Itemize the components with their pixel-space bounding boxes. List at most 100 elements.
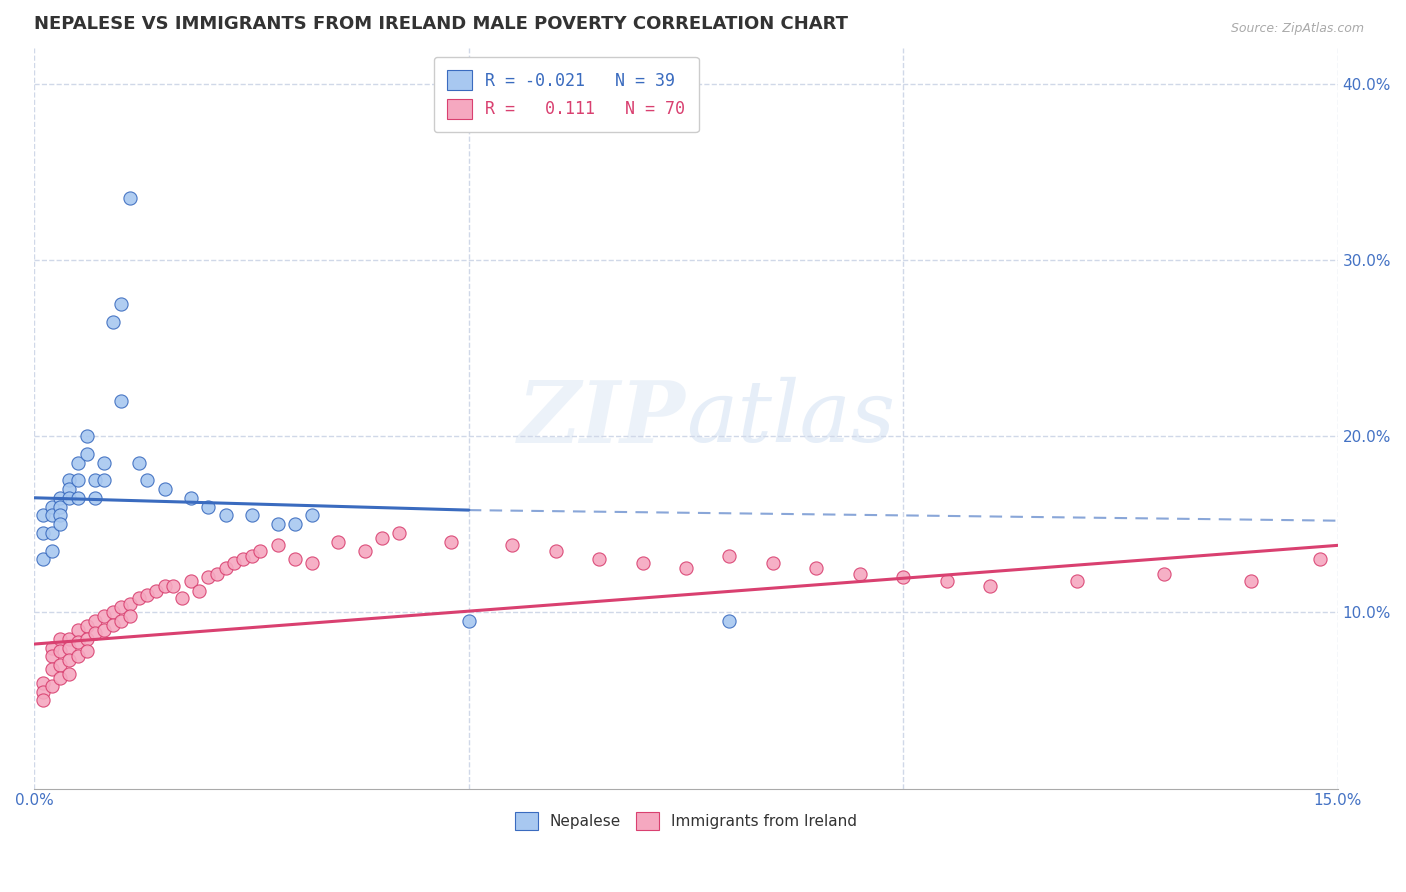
Point [32,684,55,698]
Point [328,534,350,549]
Point [110,600,132,615]
Point [172,591,194,606]
Point [76,429,98,443]
Point [41,500,63,514]
Point [110,614,132,628]
Point [101,605,124,619]
Point [110,393,132,408]
Point [32,693,55,707]
Point [41,543,63,558]
Point [58,653,80,667]
Point [1240,574,1263,588]
Point [457,614,479,628]
Point [501,538,523,552]
Point [49,491,72,505]
Point [388,526,411,541]
Point [197,570,219,584]
Point [180,491,202,505]
Point [224,556,246,570]
Point [32,675,55,690]
Text: ZIP: ZIP [519,376,686,460]
Point [41,508,63,523]
Text: Source: ZipAtlas.com: Source: ZipAtlas.com [1230,22,1364,36]
Point [675,561,697,575]
Point [66,473,89,487]
Point [762,556,785,570]
Point [1066,574,1088,588]
Point [49,632,72,646]
Point [41,649,63,664]
Point [849,566,872,581]
Point [718,614,741,628]
Point [84,491,107,505]
Point [66,623,89,637]
Point [240,508,263,523]
Point [41,679,63,693]
Point [180,574,202,588]
Point [979,579,1001,593]
Point [32,526,55,541]
Point [49,671,72,685]
Point [544,543,567,558]
Point [41,662,63,676]
Point [205,566,228,581]
Point [284,552,307,566]
Point [58,473,80,487]
Point [76,447,98,461]
Point [84,626,107,640]
Point [84,473,107,487]
Point [284,517,307,532]
Point [66,491,89,505]
Point [162,579,184,593]
Point [93,623,115,637]
Point [76,619,98,633]
Text: NEPALESE VS IMMIGRANTS FROM IRELAND MALE POVERTY CORRELATION CHART: NEPALESE VS IMMIGRANTS FROM IRELAND MALE… [34,15,848,33]
Point [76,632,98,646]
Point [197,500,219,514]
Point [371,531,394,545]
Text: atlas: atlas [686,377,896,459]
Point [935,574,957,588]
Point [301,556,323,570]
Point [718,549,741,563]
Point [49,517,72,532]
Point [136,473,159,487]
Point [32,552,55,566]
Point [66,456,89,470]
Point [58,632,80,646]
Point [49,658,72,673]
Point [806,561,828,575]
Point [93,608,115,623]
Point [49,508,72,523]
Point [1309,552,1331,566]
Point [101,315,124,329]
Point [84,614,107,628]
Point [93,473,115,487]
Point [136,588,159,602]
Point [301,508,323,523]
Point [891,570,914,584]
Point [214,561,236,575]
Point [58,667,80,681]
Point [101,617,124,632]
Point [110,297,132,311]
Point [58,491,80,505]
Point [631,556,654,570]
Legend: Nepalese, Immigrants from Ireland: Nepalese, Immigrants from Ireland [509,805,863,837]
Point [440,534,463,549]
Point [249,543,271,558]
Point [118,608,141,623]
Point [188,584,211,599]
Point [58,482,80,496]
Point [153,579,176,593]
Point [66,635,89,649]
Point [49,644,72,658]
Point [76,644,98,658]
Point [353,543,375,558]
Point [145,584,167,599]
Point [32,508,55,523]
Point [66,649,89,664]
Point [41,640,63,655]
Point [128,591,150,606]
Point [588,552,610,566]
